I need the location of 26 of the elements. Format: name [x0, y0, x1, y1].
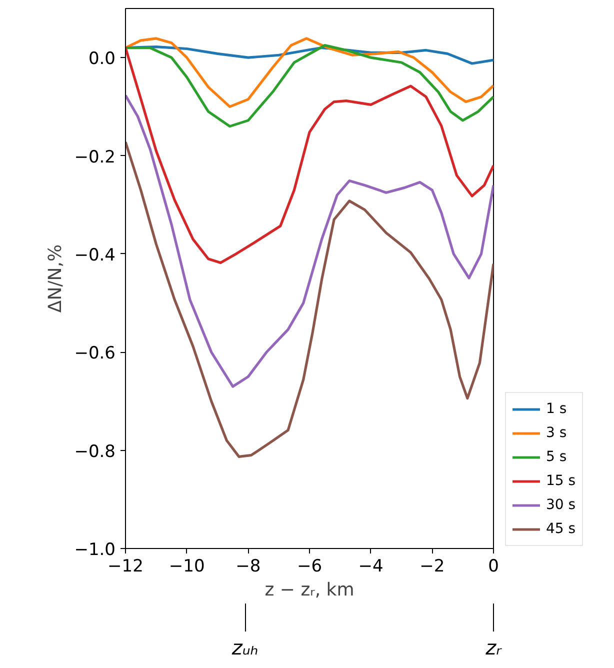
y-axis-title: ΔN/N,% [45, 244, 66, 313]
x-tick-label: 0 [488, 556, 499, 576]
line-series [126, 44, 494, 128]
legend-label: 45 s [546, 521, 576, 537]
line-series [126, 37, 494, 108]
x-tick-label: −2 [420, 556, 445, 576]
legend-label: 15 s [546, 473, 576, 489]
y-tick-label: −0.8 [74, 442, 116, 462]
line-series [126, 94, 494, 388]
line-series [126, 46, 494, 264]
legend-label: 3 s [546, 425, 567, 441]
legend-label: 30 s [546, 497, 576, 513]
x-tick-label: −4 [358, 556, 384, 576]
text: zᵤₕ [230, 636, 258, 660]
y-tick-label: 0.0 [88, 49, 116, 70]
x-tick-label: −6 [296, 556, 322, 576]
y-tick-label: −0.2 [74, 147, 116, 168]
legend-label: 1 s [546, 401, 567, 417]
x-tick-label: −10 [168, 556, 205, 576]
x-tick-label: −8 [236, 556, 261, 576]
y-tick-label: −0.4 [74, 245, 116, 266]
x-axis-title: z − zᵣ, km [264, 580, 354, 600]
line-series [126, 140, 494, 458]
legend-label: 5 s [546, 449, 567, 465]
text: zᵣ [484, 636, 502, 660]
y-tick-label: −0.6 [74, 344, 116, 364]
